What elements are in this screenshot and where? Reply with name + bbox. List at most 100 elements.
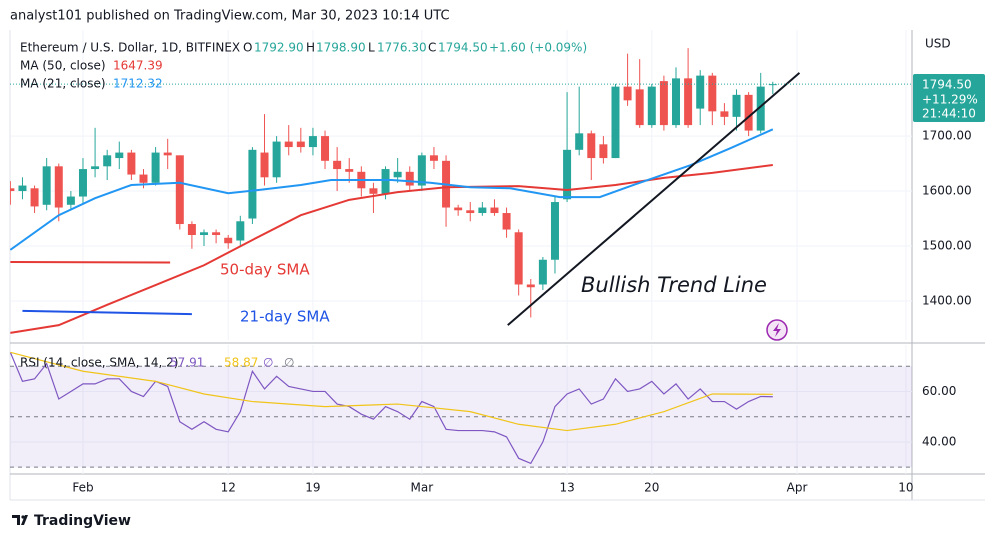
candle-body <box>30 188 39 207</box>
annotation: 50-day SMA <box>220 261 310 279</box>
annotation: Bullish Trend Line <box>581 273 767 297</box>
candle-body <box>333 160 342 170</box>
candle-body <box>514 232 523 285</box>
candle-body <box>236 221 245 241</box>
drawing-line <box>22 309 192 316</box>
candle-body <box>429 155 438 161</box>
candle-body <box>696 75 705 109</box>
candle-body <box>18 185 27 192</box>
candle-body <box>272 141 281 178</box>
legend-label: MA (21, close) <box>20 77 106 91</box>
y-tick-label: 1400.00 <box>922 293 972 307</box>
x-tick-label: 10 <box>898 481 913 495</box>
y-tick-label: 1700.00 <box>922 129 972 143</box>
candle-body <box>91 166 100 170</box>
candle-body <box>187 224 196 236</box>
ohlc-value: 1794.50 <box>438 41 488 55</box>
candle-body <box>248 149 257 219</box>
pane <box>10 345 912 474</box>
x-tick-label: 13 <box>559 481 574 495</box>
ohlc-letter: O <box>243 41 252 55</box>
candle-body <box>720 111 729 117</box>
ohlc-value: 1798.90 <box>316 41 366 55</box>
candle-body <box>417 155 426 186</box>
drawing-line <box>507 72 801 326</box>
candle-body <box>550 202 559 260</box>
candle-body <box>381 169 390 194</box>
candle-body <box>635 89 644 126</box>
symbol-title: Ethereum / U.S. Dollar, 1D, BITFINEX <box>20 41 240 55</box>
candle-body <box>478 207 487 214</box>
legend-value: 58.87 <box>224 356 258 370</box>
candle-body <box>744 94 753 131</box>
series-line <box>10 164 773 334</box>
candle-body <box>212 232 221 236</box>
candle-body <box>563 149 572 200</box>
drawing-line <box>10 260 171 264</box>
brand: TradingView <box>34 513 131 529</box>
candle-body <box>708 75 717 112</box>
legend-empty: ∅ <box>263 356 273 370</box>
x-tick-label: Apr <box>787 481 808 495</box>
flash-icon[interactable] <box>766 319 788 341</box>
x-tick-label: Mar <box>411 481 434 495</box>
candle-body <box>466 210 475 214</box>
published-note: analyst101 published on TradingView.com,… <box>10 9 450 24</box>
x-tick-label: 19 <box>305 481 320 495</box>
y-tick-label: 40.00 <box>922 434 956 448</box>
countdown: 21:44:10 <box>922 107 976 121</box>
price-change: +11.29% <box>922 93 978 107</box>
candle-body <box>66 196 75 205</box>
candle-body <box>321 136 330 161</box>
candle-body <box>308 136 317 148</box>
candle-body <box>224 237 233 244</box>
candle-body <box>260 152 269 178</box>
ohlc-letter: L <box>368 41 375 55</box>
rsi-title: RSI (14, close, SMA, 14, 2) <box>20 356 178 370</box>
series-line <box>10 351 773 432</box>
candle-body <box>151 152 160 183</box>
candle-body <box>538 259 547 285</box>
candle-body <box>575 133 584 150</box>
legend-value: 1712.32 <box>113 77 163 91</box>
candle-body <box>647 86 656 126</box>
candle-body <box>139 174 148 183</box>
candle-body <box>490 207 499 214</box>
ohlc-value: 1792.90 <box>254 41 304 55</box>
candle-body <box>103 155 112 167</box>
candle-body <box>54 166 63 208</box>
candle-body <box>10 188 15 192</box>
x-tick-label: 12 <box>221 481 236 495</box>
candle-body <box>200 232 209 236</box>
series-line <box>10 128 774 251</box>
legend-empty: ∅ <box>284 356 294 370</box>
candle-body <box>284 141 293 148</box>
y-tick-label: 1600.00 <box>922 184 972 198</box>
candle-body <box>684 78 693 126</box>
legend-value: 1647.39 <box>113 59 163 73</box>
candle-body <box>369 188 378 194</box>
candle-body <box>672 78 681 126</box>
candle-body <box>454 207 463 211</box>
candle-body <box>175 155 184 225</box>
y-tick-label: 60.00 <box>922 384 956 398</box>
candle-body <box>405 171 414 186</box>
annotation: 21-day SMA <box>240 308 330 326</box>
candle-body <box>345 169 354 172</box>
pane <box>10 30 912 340</box>
logo <box>12 515 28 525</box>
candle-body <box>393 171 402 178</box>
ohlc-letter: C <box>428 41 436 55</box>
candle-body <box>623 86 632 101</box>
x-tick-label: Feb <box>72 481 93 495</box>
candle-body <box>611 86 620 159</box>
candle-body <box>78 169 87 197</box>
candle-body <box>502 213 511 230</box>
y-tick-label: 1500.00 <box>922 239 972 253</box>
candle-body <box>599 144 608 159</box>
ohlc-value: 1776.30 <box>377 41 427 55</box>
legend-label: MA (50, close) <box>20 59 106 73</box>
candle-body <box>732 94 741 117</box>
